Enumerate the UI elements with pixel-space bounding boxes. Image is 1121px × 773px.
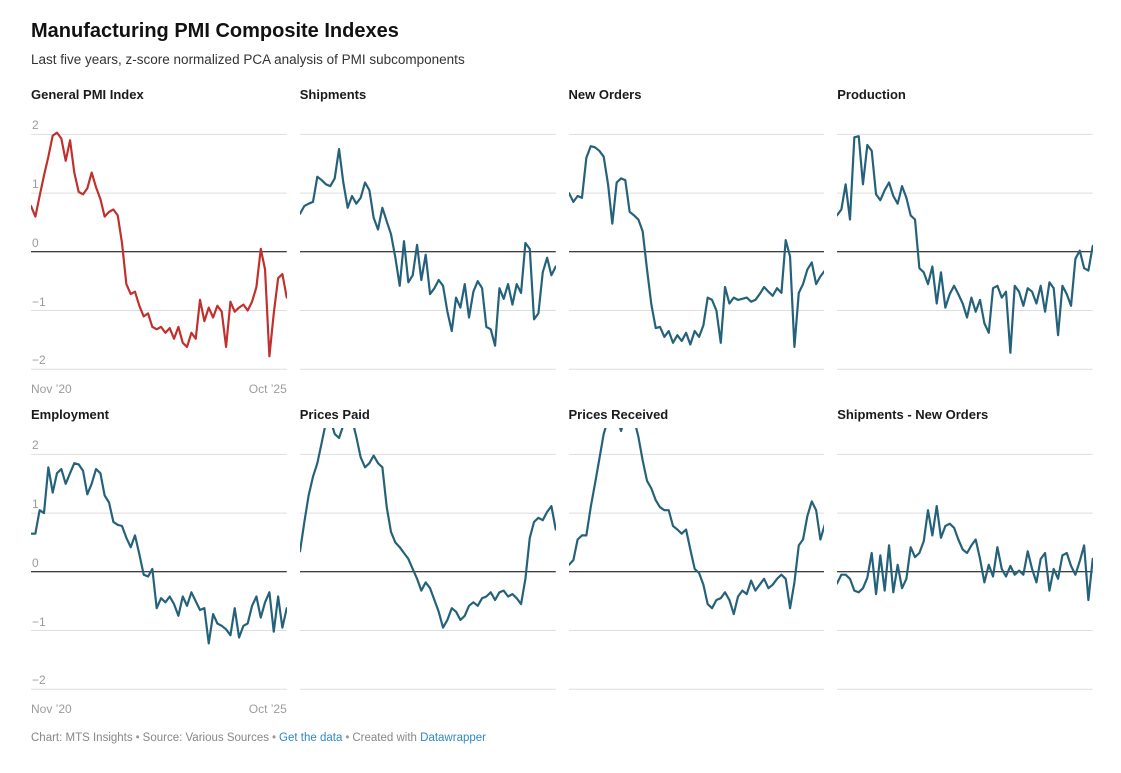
chart-credit: Chart: MTS Insights <box>31 732 133 744</box>
footer-separator: • <box>135 732 140 744</box>
y-tick-label: −1 <box>32 294 46 309</box>
panel-title: General PMI Index <box>31 87 144 102</box>
x-axis-start-label: Nov ’20 <box>31 382 72 396</box>
get-the-data-link[interactable]: Get the data <box>279 732 343 744</box>
panel-new-orders: New Orders <box>568 87 825 397</box>
page-subtitle: Last five years, z-score normalized PCA … <box>31 52 465 67</box>
line-chart-production <box>837 108 1093 378</box>
panel-title: Production <box>837 87 906 102</box>
line-chart-svg <box>31 131 287 378</box>
source-credit: Source: Various Sources <box>142 732 270 744</box>
panel-title: New Orders <box>568 87 642 102</box>
line-chart-general-pmi-index: 2 1 0 −1 −2 <box>31 108 287 378</box>
y-tick-label: 0 <box>32 235 39 250</box>
line-chart-new-orders <box>568 108 825 378</box>
y-tick-label: 2 <box>32 438 39 453</box>
line-chart-prices-paid <box>299 428 556 698</box>
x-axis-labels: Nov ’20 Oct ’25 <box>31 382 287 397</box>
panel-title: Prices Received <box>568 407 669 422</box>
panel-title: Employment <box>31 407 110 422</box>
x-axis-end-label: Oct ’25 <box>248 382 287 396</box>
line-chart-shipments <box>299 108 556 378</box>
y-tick-label: −1 <box>32 614 46 629</box>
y-tick-label: −2 <box>32 353 46 368</box>
y-tick-label: 1 <box>32 177 39 192</box>
line-chart-svg <box>837 428 1093 698</box>
panel-employment: Employment 2 1 0 −1 −2 Nov ’20 Oct ’25 <box>31 407 287 717</box>
line-chart-svg <box>299 428 556 698</box>
line-chart-employment: 2 1 0 −1 −2 <box>31 428 287 698</box>
panel-title: Shipments <box>299 87 367 102</box>
panel-production: Production <box>837 87 1093 397</box>
x-axis-end-label: Oct ’25 <box>248 702 287 716</box>
panel-prices-received: Prices Received <box>568 407 825 717</box>
panel-shipments-minus-new-orders: Shipments - New Orders <box>837 407 1093 717</box>
page-title: Manufacturing PMI Composite Indexes <box>31 20 399 42</box>
chart-footer: Chart: MTS Insights • Source: Various Sour… <box>31 732 1093 744</box>
small-multiples-grid: General PMI Index 2 1 0 −1 −2 Nov ’20 Oct ’2… <box>31 87 1093 717</box>
line-chart-prices-received <box>568 428 825 698</box>
line-chart-svg <box>31 428 287 698</box>
y-tick-label: −2 <box>32 673 46 688</box>
x-axis-labels: Nov ’20 Oct ’25 <box>31 702 287 717</box>
footer-separator: • <box>345 732 350 744</box>
datawrapper-link[interactable]: Datawrapper <box>420 732 486 744</box>
created-with-text: Created with <box>352 732 417 744</box>
y-tick-label: 1 <box>32 497 39 512</box>
line-chart-svg <box>837 108 1093 378</box>
footer-separator: • <box>272 732 277 744</box>
panel-title: Prices Paid <box>299 407 370 422</box>
line-chart-svg <box>299 108 556 378</box>
panel-shipments: Shipments <box>299 87 556 397</box>
panel-title: Shipments - New Orders <box>837 407 989 422</box>
chart-page: Manufacturing PMI Composite Indexes Last… <box>31 20 1093 744</box>
x-axis-start-label: Nov ’20 <box>31 702 72 716</box>
line-chart-svg <box>568 108 825 378</box>
y-tick-label: 0 <box>32 555 39 570</box>
panel-general-pmi-index: General PMI Index 2 1 0 −1 −2 Nov ’20 Oct ’2… <box>31 87 287 397</box>
line-chart-svg <box>568 428 825 698</box>
y-tick-label: 2 <box>32 118 39 133</box>
panel-prices-paid: Prices Paid <box>299 407 556 717</box>
line-chart-shipments-minus-new-orders <box>837 428 1093 698</box>
